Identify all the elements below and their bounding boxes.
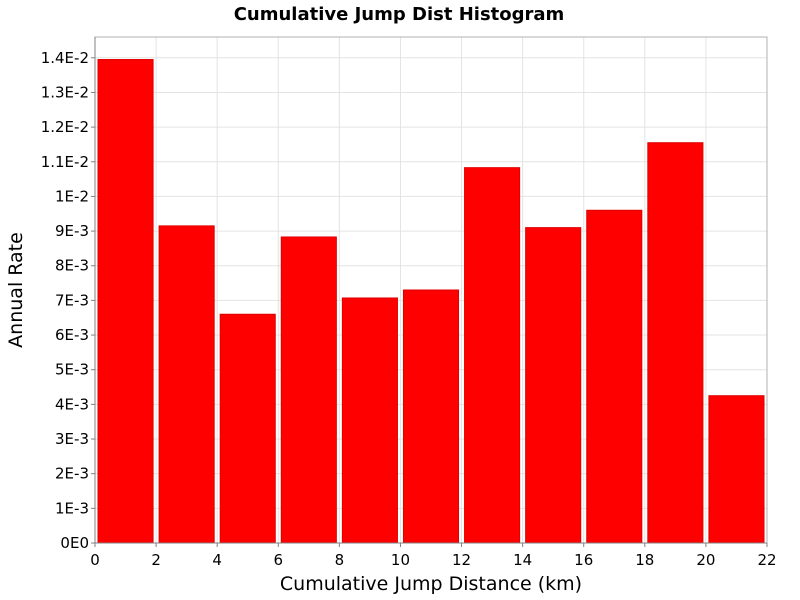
histogram-bar-6 (464, 167, 521, 544)
histogram-bar-1 (158, 225, 215, 544)
y-tick-label-5: 5E-3 (55, 361, 89, 379)
histogram-bar-0 (97, 59, 154, 544)
histogram-bar-4 (341, 297, 398, 544)
x-tick-label-0: 0 (90, 551, 100, 569)
histogram-bar-9 (647, 142, 704, 544)
y-tick-label-6: 6E-3 (55, 326, 89, 344)
y-axis-label: Annual Rate (5, 232, 27, 348)
chart-title: Cumulative Jump Dist Histogram (234, 4, 565, 25)
y-tick-label-0: 0E0 (60, 534, 89, 552)
x-tick-label-7: 14 (513, 551, 532, 569)
histogram-bar-10 (708, 395, 765, 544)
x-axis-ticks: 0 2 4 6 8 10 12 14 16 18 20 22 (90, 543, 777, 569)
x-tick-label-1: 2 (151, 551, 161, 569)
x-tick-label-4: 8 (335, 551, 345, 569)
y-tick-label-9: 9E-3 (55, 222, 89, 240)
histogram-bar-8 (586, 209, 643, 544)
histogram-bar-7 (525, 227, 582, 544)
y-tick-label-8: 8E-3 (55, 257, 89, 275)
y-tick-label-4: 4E-3 (55, 395, 89, 413)
x-tick-label-2: 4 (212, 551, 222, 569)
y-tick-label-10: 1E-2 (55, 187, 89, 205)
y-tick-label-14: 1.4E-2 (41, 49, 89, 67)
histogram-bar-3 (280, 236, 337, 544)
y-axis-ticks: 0E0 1E-3 2E-3 3E-3 4E-3 5E-3 6E-3 7E-3 8E-3 9E-3 1… (41, 49, 95, 552)
x-tick-label-10: 20 (696, 551, 715, 569)
x-tick-label-9: 18 (635, 551, 654, 569)
histogram-bar-5 (402, 289, 460, 544)
y-tick-label-13: 1.3E-2 (41, 83, 89, 101)
x-tick-label-11: 22 (757, 551, 776, 569)
x-tick-label-3: 6 (273, 551, 283, 569)
y-tick-label-11: 1.1E-2 (41, 153, 89, 171)
bars (97, 59, 765, 544)
x-tick-label-6: 12 (452, 551, 471, 569)
y-tick-label-7: 7E-3 (55, 291, 89, 309)
histogram-bar-2 (219, 313, 276, 544)
x-axis-label: Cumulative Jump Distance (km) (280, 573, 582, 595)
x-tick-label-8: 16 (574, 551, 593, 569)
x-tick-label-5: 10 (391, 551, 410, 569)
y-tick-label-2: 2E-3 (55, 465, 89, 483)
y-tick-label-3: 3E-3 (55, 430, 89, 448)
y-tick-label-1: 1E-3 (55, 499, 89, 517)
y-tick-label-12: 1.2E-2 (41, 118, 89, 136)
